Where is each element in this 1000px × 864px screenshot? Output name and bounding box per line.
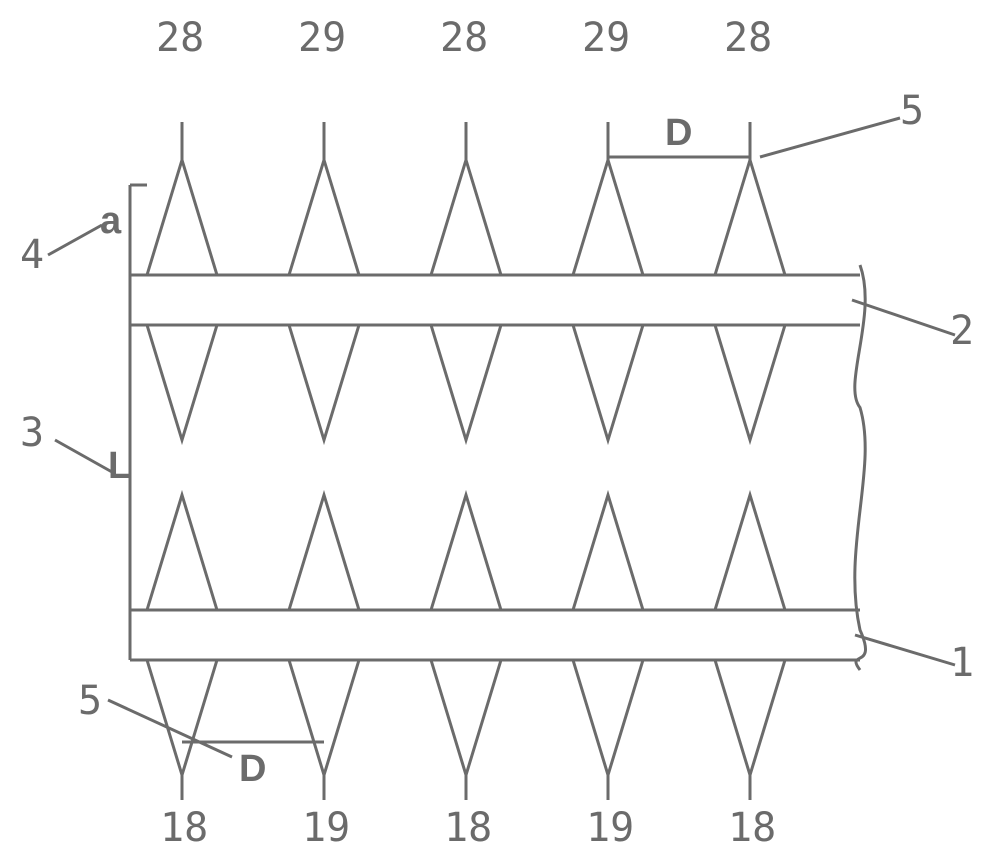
- diagram-label: 28: [724, 15, 772, 61]
- diagram-label: 19: [302, 805, 350, 851]
- diagram-label: 28: [440, 15, 488, 61]
- diagram-label: 28: [156, 15, 204, 61]
- diagram-label: 29: [582, 15, 630, 61]
- diagram-container: 28 29 28 29 28 18 19 18 19 18 a L D D 1 2 3 4 5 5: [0, 0, 1000, 864]
- diagram-label: 5: [900, 88, 924, 134]
- diagram-svg: [0, 0, 1000, 864]
- diagram-label: 18: [728, 805, 776, 851]
- diagram-label: 2: [950, 308, 974, 354]
- diagram-label: D: [239, 748, 266, 791]
- diagram-label: 18: [160, 805, 208, 851]
- diagram-label: 1: [950, 640, 974, 686]
- diagram-label: 29: [298, 15, 346, 61]
- diagram-label: 5: [78, 678, 102, 724]
- diagram-label: 19: [586, 805, 634, 851]
- diagram-label: D: [665, 112, 692, 155]
- diagram-label: L: [108, 445, 131, 488]
- diagram-label: a: [100, 200, 121, 243]
- diagram-label: 4: [20, 232, 44, 278]
- diagram-label: 18: [444, 805, 492, 851]
- diagram-label: 3: [20, 410, 44, 456]
